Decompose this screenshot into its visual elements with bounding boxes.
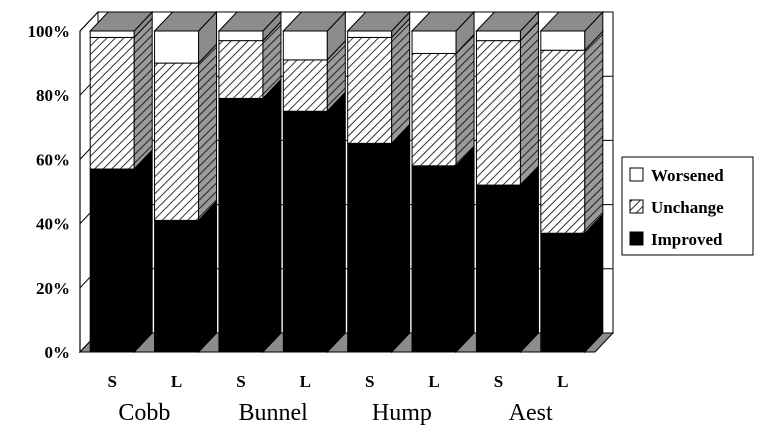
y-tick-label-100: 100% — [28, 22, 71, 41]
bar-stack-8 — [539, 10, 604, 354]
bar-top-4 — [282, 11, 347, 32]
x-category-label-6: L — [428, 372, 439, 391]
x-category-label-8: L — [557, 372, 568, 391]
bar-improved-4 — [282, 110, 328, 353]
bar-worsened-1 — [89, 30, 135, 38]
bar-worsened-5 — [347, 30, 393, 38]
bar-improved-2-side — [198, 200, 218, 354]
bar-unchange-5 — [347, 36, 393, 144]
bar-top-3 — [217, 11, 283, 32]
bar-improved-6-side — [455, 145, 475, 354]
bar-top-6 — [410, 11, 476, 32]
bar-stack-7 — [475, 10, 540, 354]
x-category-label-5: S — [365, 372, 374, 391]
bar-unchange-1 — [89, 36, 135, 170]
bar-top-2 — [153, 11, 218, 32]
bar-improved-7-side — [519, 164, 539, 354]
y-tick-label-40: 40% — [36, 215, 70, 234]
bar-worsened-6 — [411, 30, 457, 54]
legend-swatch-unchange — [629, 199, 644, 214]
bar-stack-3 — [217, 10, 283, 354]
bar-stack-1 — [89, 10, 154, 354]
bar-unchange-4 — [282, 59, 328, 112]
bar-stack-4 — [282, 10, 347, 354]
legend-swatch-improved — [629, 231, 644, 246]
bar-unchange-5-side — [391, 17, 411, 145]
y-axis: 0% 20% 40% 60% 80% 100% — [28, 22, 81, 362]
bar-improved-2 — [154, 219, 200, 353]
bar-top-1 — [89, 11, 154, 32]
bar-improved-6 — [411, 165, 457, 353]
bar-improved-3 — [218, 97, 264, 353]
bar-worsened-3 — [218, 30, 264, 42]
plot-area — [78, 10, 615, 354]
bar-top-8 — [539, 11, 604, 32]
group-label-bunnel: Bunnel — [238, 400, 308, 426]
bar-improved-3-side — [262, 78, 282, 354]
bar-stack-6 — [410, 10, 476, 354]
bar-top-5 — [346, 11, 411, 32]
legend: Worsened Unchange Improved — [621, 156, 754, 256]
legend-label-unchange: Unchange — [651, 198, 724, 217]
y-tick-label-0: 0% — [45, 343, 71, 362]
bar-improved-1 — [89, 168, 135, 353]
legend-swatch-worsened — [629, 167, 644, 182]
bar-unchange-7-side — [519, 20, 539, 187]
bar-improved-8 — [540, 232, 586, 353]
bar-worsened-2 — [154, 30, 200, 64]
y-tick-label-60: 60% — [36, 150, 70, 169]
x-category-label-4: L — [300, 372, 311, 391]
legend-label-worsened: Worsened — [651, 166, 724, 185]
bar-unchange-8-side — [584, 30, 604, 235]
bar-unchange-7 — [475, 40, 521, 186]
y-tick-label-20: 20% — [36, 279, 70, 298]
bar-improved-4-side — [326, 90, 346, 354]
bar-unchange-8 — [540, 49, 586, 234]
group-label-aest: Aest — [509, 400, 553, 426]
x-category-label-1: S — [107, 372, 116, 391]
legend-box — [621, 156, 754, 256]
bars — [89, 10, 604, 354]
bar-stack-5 — [346, 10, 411, 354]
x-category-label-3: S — [236, 372, 245, 391]
bar-improved-7 — [475, 184, 521, 353]
x-category-label-7: S — [494, 372, 503, 391]
x-axis: S L S L S L S L Cobb Bunnel Hump Aest — [107, 372, 568, 426]
bar-improved-5 — [347, 142, 393, 353]
bar-unchange-6 — [411, 52, 457, 167]
bar-improved-5-side — [391, 123, 411, 354]
bar-improved-1-side — [133, 148, 153, 354]
bar-unchange-2-side — [198, 42, 218, 222]
group-label-hump: Hump — [372, 400, 432, 426]
bar-worsened-8 — [540, 30, 586, 51]
bar-worsened-7 — [475, 30, 521, 42]
bar-unchange-3 — [218, 40, 264, 99]
legend-label-improved: Improved — [651, 230, 723, 249]
x-category-label-2: L — [171, 372, 182, 391]
y-tick-label-80: 80% — [36, 86, 70, 105]
bar-unchange-6-side — [455, 33, 475, 168]
bar-stack-2 — [153, 10, 218, 354]
bar-worsened-4 — [282, 30, 328, 61]
group-label-cobb: Cobb — [118, 400, 170, 426]
bar-improved-8-side — [584, 212, 604, 354]
bar-top-7 — [475, 11, 540, 32]
bar-unchange-2 — [154, 62, 200, 221]
bar-unchange-1-side — [133, 17, 153, 171]
